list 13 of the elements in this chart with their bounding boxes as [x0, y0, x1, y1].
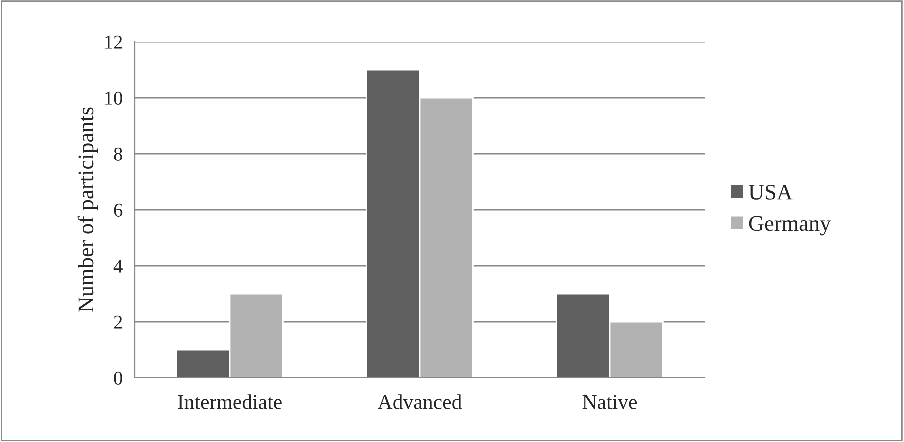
- legend-label: Germany: [749, 216, 832, 236]
- y-tick-label: 10: [105, 92, 122, 105]
- y-tick-label: 2: [114, 316, 122, 329]
- x-tick-label: Intermediate: [178, 394, 282, 410]
- x-tick-label: Native: [582, 395, 638, 410]
- y-tick-label: 8: [114, 148, 122, 161]
- x-tick-label: Advanced: [378, 394, 462, 410]
- y-tick-label: 4: [114, 260, 123, 273]
- y-tick-label: 6: [114, 204, 123, 217]
- y-tick-label: 12: [105, 36, 122, 49]
- legend-label: USA: [748, 184, 793, 200]
- y-axis-title: Number of participants: [78, 108, 98, 312]
- y-tick-label: 0: [114, 372, 122, 385]
